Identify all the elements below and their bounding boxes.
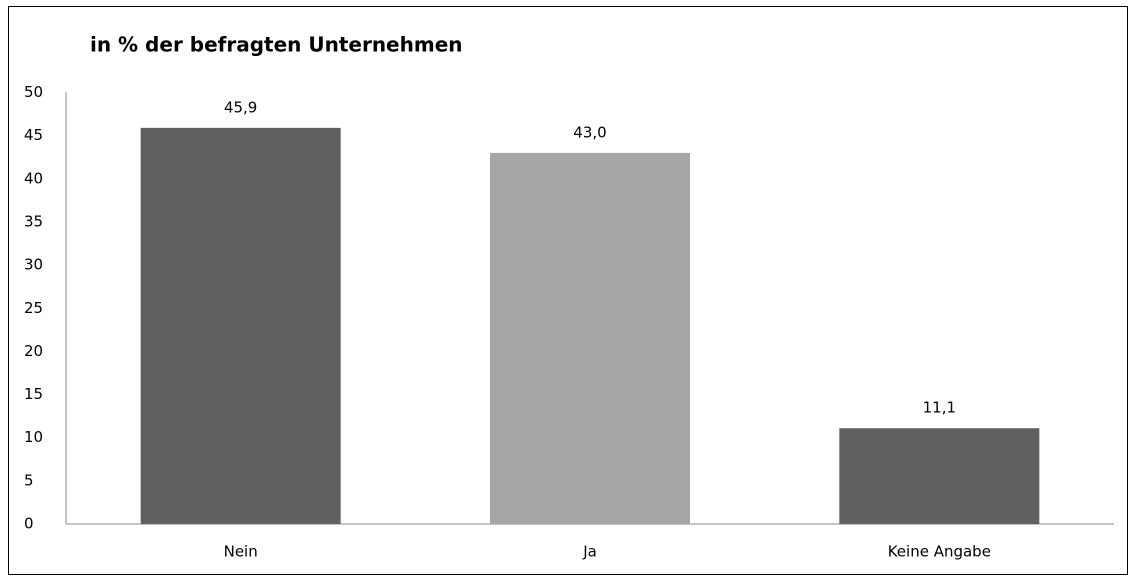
y-tick-label: 30 bbox=[24, 256, 43, 274]
value-label: 45,9 bbox=[224, 98, 257, 116]
chart-frame bbox=[8, 6, 1128, 575]
y-tick-label: 25 bbox=[24, 299, 43, 317]
bar bbox=[490, 152, 690, 524]
y-tick-label: 10 bbox=[24, 428, 43, 446]
y-tick-label: 20 bbox=[24, 342, 43, 360]
chart-title: in % der befragten Unternehmen bbox=[90, 33, 463, 57]
y-tick-label: 50 bbox=[24, 83, 43, 101]
y-tick-label: 40 bbox=[24, 169, 43, 187]
y-tick-label: 0 bbox=[24, 515, 34, 533]
x-tick-label: Nein bbox=[224, 543, 258, 561]
bar bbox=[839, 428, 1040, 524]
y-tick-label: 5 bbox=[24, 471, 34, 489]
x-tick-label: Keine Angabe bbox=[888, 543, 991, 561]
y-tick-label: 15 bbox=[24, 385, 43, 403]
bar bbox=[140, 127, 341, 525]
x-tick-label: Ja bbox=[582, 543, 597, 561]
y-tick-label: 35 bbox=[24, 212, 43, 230]
y-tick-label: 45 bbox=[24, 126, 43, 144]
value-label: 43,0 bbox=[573, 123, 606, 141]
value-label: 11,1 bbox=[923, 399, 956, 417]
